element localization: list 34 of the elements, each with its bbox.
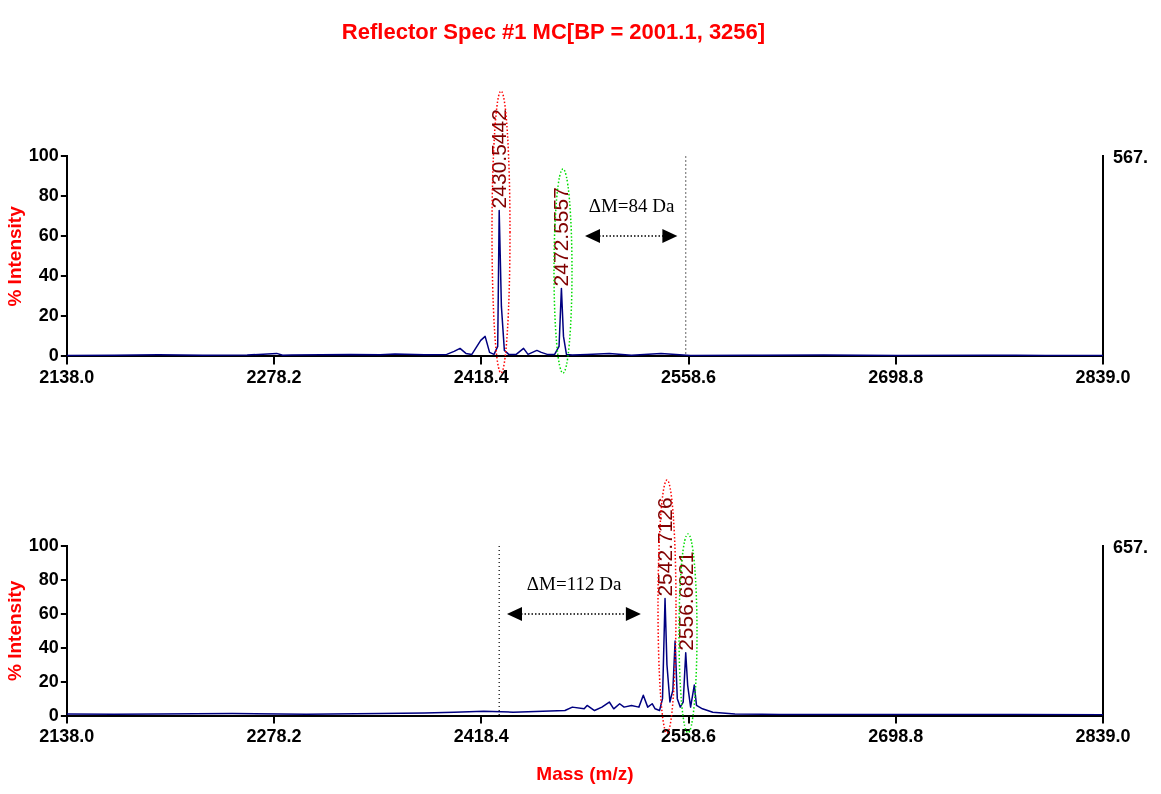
x-tick-label: 2138.0 [39, 367, 95, 388]
annotation: ΔM=84 Da [588, 195, 675, 217]
x-tick-label: 2839.0 [1075, 367, 1131, 388]
y-tick-label: 20 [38, 670, 59, 691]
y-tick-label: 100 [28, 534, 59, 555]
x-tick-label: 2558.6 [661, 726, 717, 747]
x-tick-label: 2698.8 [868, 726, 924, 747]
y-tick-label: 0 [48, 704, 59, 725]
y-tick-label: 0 [48, 345, 59, 366]
y-tick-label: 40 [38, 636, 59, 657]
x-tick-label: 2418.4 [453, 726, 509, 747]
y2-axis-title: 657. [1113, 536, 1149, 557]
y-axis-title: % Intensity [3, 580, 25, 681]
y-tick-label: 60 [38, 602, 59, 623]
chart-title: Reflector Spec #1 MC[BP = 2001.1, 3256] [341, 19, 766, 45]
x-tick-label: 2839.0 [1075, 726, 1131, 747]
y-tick-label: 20 [38, 305, 59, 326]
x-tick-label: 2698.8 [868, 367, 924, 388]
x-tick-label: 2278.2 [246, 367, 302, 388]
annotation: 2430.5442 [487, 109, 511, 209]
y2-axis-title: 567. [1113, 147, 1149, 168]
annotation: 2472.5557 [549, 187, 573, 287]
x-tick-label: 2418.4 [453, 367, 509, 388]
x-tick-label: 2278.2 [246, 726, 302, 747]
y-tick-label: 80 [38, 185, 59, 206]
y-tick-label: 60 [38, 225, 59, 246]
annotation: ΔM=112 Da [526, 572, 622, 594]
y-tick-label: 100 [28, 145, 59, 166]
y-axis-title: % Intensity [3, 205, 25, 307]
x-tick-label: 2558.6 [661, 367, 717, 388]
y-tick-label: 40 [38, 265, 59, 286]
y-tick-label: 80 [38, 568, 59, 589]
x-tick-label: 2138.0 [39, 726, 95, 747]
x-axis-title: Mass (m/z) [536, 762, 634, 784]
